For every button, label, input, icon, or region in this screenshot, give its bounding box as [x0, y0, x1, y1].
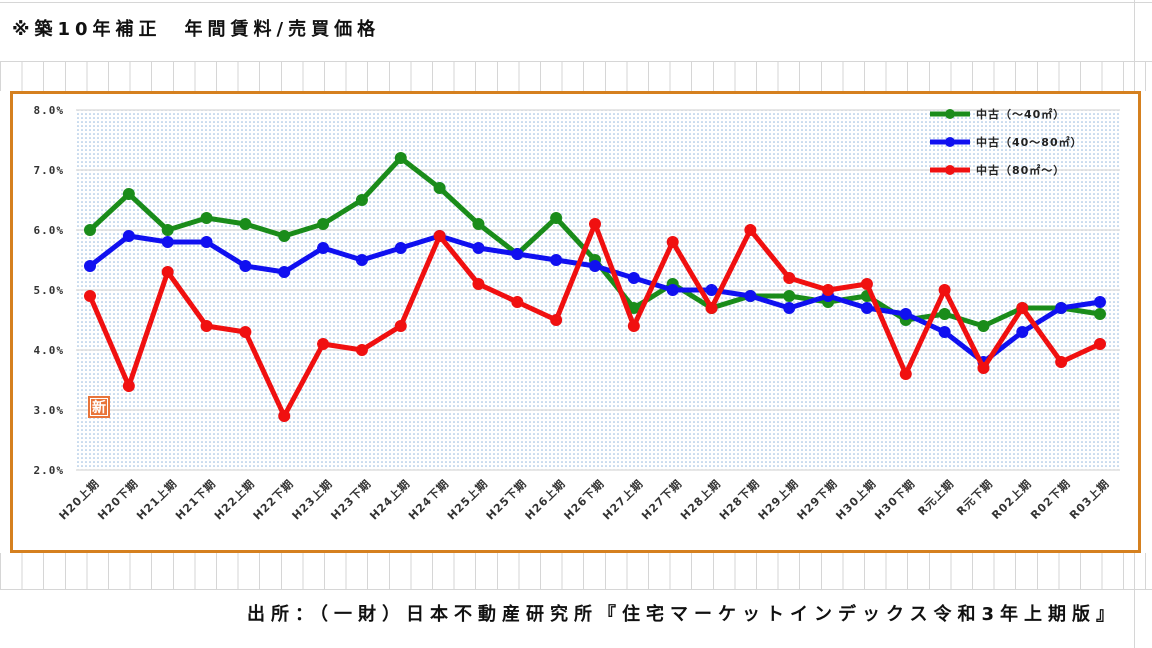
source-text: 出所：（一財）日本不動産研究所『住宅マーケットインデックス令和3年上期版』	[247, 604, 1120, 625]
sheet-grid-row-top	[0, 61, 1152, 91]
sheet-gridline-top	[0, 2, 1152, 3]
sheet-grid-row-bottom	[0, 553, 1152, 590]
new-badge: 新	[88, 396, 110, 418]
chart-frame	[10, 91, 1141, 553]
chart-title: ※築10年補正 年間賃料/売買価格	[12, 19, 381, 40]
source-note: 出所：（一財）日本不動産研究所『住宅マーケットインデックス令和3年上期版』	[0, 598, 1120, 628]
